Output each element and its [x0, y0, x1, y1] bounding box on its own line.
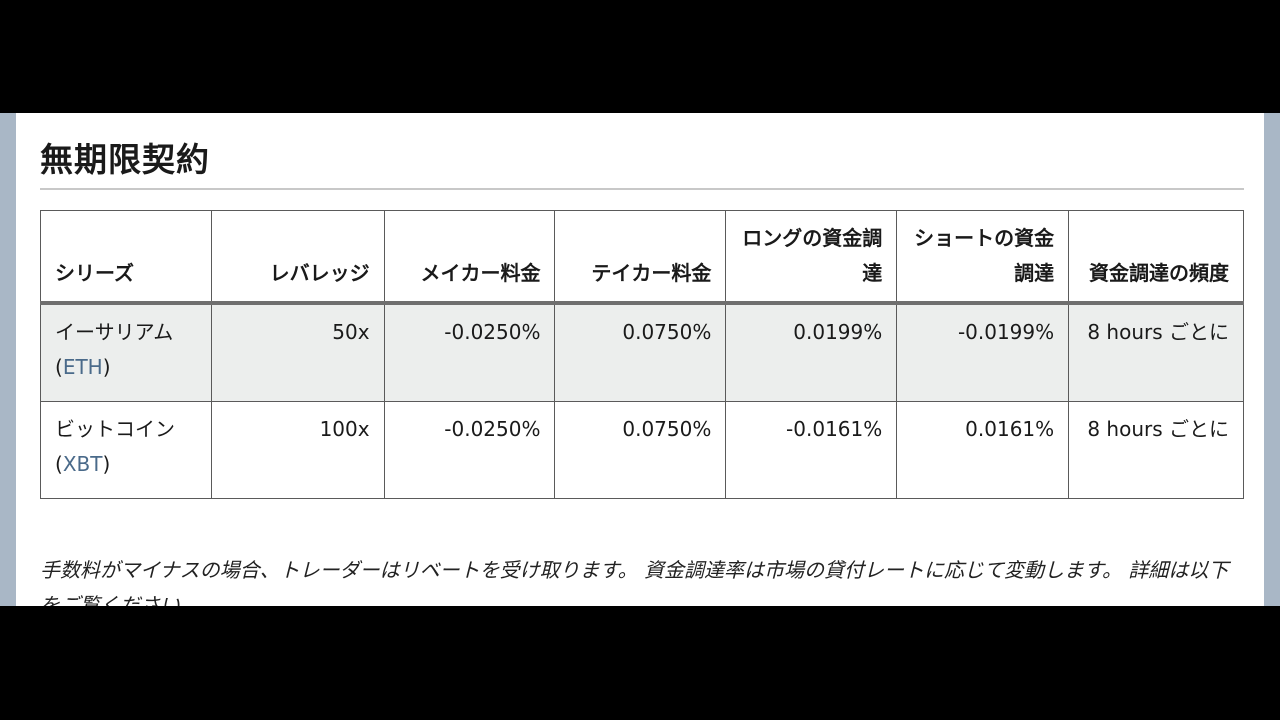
- maker-fee-cell: -0.0250%: [383, 302, 556, 402]
- frequency-cell: 8 hours ごとに: [1068, 401, 1244, 499]
- taker-fee-cell: 0.0750%: [554, 302, 727, 402]
- table-header-row: シリーズ レバレッジ メイカー料金 テイカー料金 ロングの資金調達 ショートの資…: [40, 210, 1244, 305]
- header-funding-frequency: 資金調達の頻度: [1068, 210, 1244, 305]
- symbol-link[interactable]: XBT: [62, 452, 103, 476]
- title-divider: [40, 188, 1244, 190]
- frequency-cell: 8 hours ごとに: [1068, 302, 1244, 402]
- section-title: 無期限契約: [40, 140, 210, 179]
- header-short-funding: ショートの資金調達: [896, 210, 1070, 305]
- short-funding-cell: 0.0161%: [896, 401, 1070, 499]
- content-frame: 無期限契約 シリーズ レバレッジ メイカー料金 テイカー料金 ロングの資金調達: [0, 113, 1280, 606]
- header-taker-fee: テイカー料金: [554, 210, 727, 305]
- fees-table: シリーズ レバレッジ メイカー料金 テイカー料金 ロングの資金調達 ショートの資…: [40, 210, 1244, 499]
- header-series: シリーズ: [40, 210, 212, 305]
- maker-fee-cell: -0.0250%: [383, 401, 556, 499]
- series-cell: ビットコイン (XBT): [40, 401, 212, 499]
- taker-fee-cell: 0.0750%: [554, 401, 727, 499]
- symbol-link[interactable]: ETH: [62, 355, 103, 379]
- series-name: イーサリアム: [55, 320, 174, 344]
- leverage-cell: 100x: [210, 401, 385, 499]
- series-cell: イーサリアム (ETH): [40, 302, 212, 402]
- table-row: イーサリアム (ETH) 50x -0.0250% 0.0750% 0.0199%…: [40, 302, 1244, 402]
- header-leverage: レバレッジ: [210, 210, 385, 305]
- fee-note: 手数料がマイナスの場合、トレーダーはリベートを受け取ります。 資金調達率は市場の…: [40, 558, 1229, 606]
- short-funding-cell: -0.0199%: [896, 302, 1070, 402]
- header-maker-fee: メイカー料金: [383, 210, 556, 305]
- leverage-cell: 50x: [210, 302, 385, 402]
- long-funding-cell: -0.0161%: [725, 401, 898, 499]
- table-row: ビットコイン (XBT) 100x -0.0250% 0.0750% -0.016…: [40, 401, 1244, 499]
- series-name: ビットコイン: [55, 417, 175, 441]
- perpetual-contracts-panel: 無期限契約 シリーズ レバレッジ メイカー料金 テイカー料金 ロングの資金調達: [16, 113, 1264, 606]
- long-funding-cell: 0.0199%: [725, 302, 898, 402]
- header-long-funding: ロングの資金調達: [725, 210, 898, 305]
